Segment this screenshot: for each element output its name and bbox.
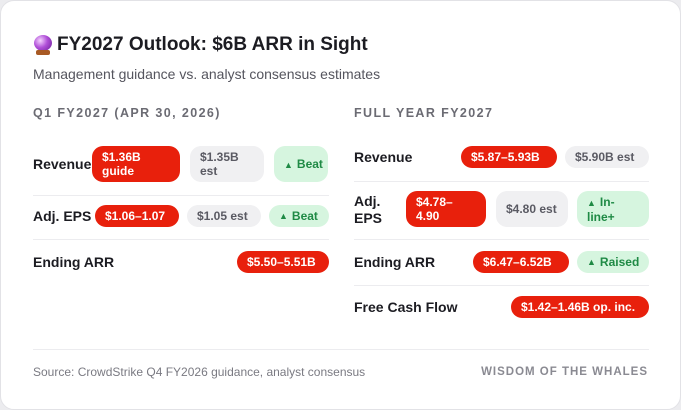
- q1-arr-label: Ending ARR: [33, 254, 115, 270]
- q1-revenue-status-text: Beat: [296, 156, 323, 171]
- triangle-up-icon: ▲: [587, 257, 596, 267]
- q1-eps-guide-pill: $1.06–1.07: [95, 205, 179, 227]
- q1-revenue-label: Revenue: [33, 156, 92, 172]
- q1-divider-2: [33, 239, 329, 240]
- fy-eps-est-pill: $4.80 est: [496, 191, 568, 227]
- q1-eps-status-text: Beat: [291, 209, 318, 223]
- fy-arr-label: Ending ARR: [354, 254, 436, 270]
- brand-label: WISDOM OF THE WHALES: [481, 366, 648, 378]
- triangle-up-icon: ▲: [587, 197, 596, 208]
- q1-revenue-guide-pill: $1.36B guide: [92, 146, 180, 182]
- q1-divider-1: [33, 195, 329, 196]
- q1-heading: Q1 FY2027 (APR 30, 2026): [33, 106, 221, 120]
- fy-eps-status-text: In-line+: [587, 194, 615, 224]
- fy-divider-1: [354, 181, 649, 182]
- triangle-up-icon: ▲: [279, 211, 288, 221]
- crystal-ball-icon: [33, 35, 53, 55]
- fy-divider-2: [354, 239, 649, 240]
- card-title-text: FY2027 Outlook: $6B ARR in Sight: [57, 34, 368, 55]
- q1-eps-est-pill: $1.05 est: [187, 205, 261, 227]
- fy-heading: FULL YEAR FY2027: [354, 106, 494, 120]
- fy-fcf-guide-pill: $1.42–1.46B op. inc.: [511, 296, 649, 318]
- fy-revenue-label: Revenue: [354, 149, 413, 165]
- fy-divider-3: [354, 285, 649, 286]
- source-note: Source: CrowdStrike Q4 FY2026 guidance, …: [33, 365, 366, 379]
- fy-fcf-label: Free Cash Flow: [354, 299, 458, 315]
- fy-eps-guide-pill: $4.78–4.90: [406, 191, 486, 227]
- fy-arr-status-text: Raised: [599, 255, 640, 269]
- fy-revenue-est-pill: $5.90B est: [565, 146, 649, 168]
- footer-divider: [33, 349, 649, 350]
- q1-arr-guide-pill: $5.50–5.51B: [237, 251, 329, 273]
- fy-eps-status-pill: ▲ In-line+: [577, 191, 649, 227]
- q1-revenue-status-pill: ▲ Beat: [274, 146, 328, 182]
- fy-arr-guide-pill: $6.47–6.52B: [473, 251, 569, 273]
- q1-eps-status-pill: ▲ Beat: [269, 205, 329, 227]
- card-subtitle: Management guidance vs. analyst consensu…: [33, 66, 381, 82]
- q1-eps-label: Adj. EPS: [33, 208, 92, 224]
- q1-revenue-est-pill: $1.35B est: [190, 146, 264, 182]
- fy-arr-status-pill: ▲ Raised: [577, 251, 649, 273]
- triangle-up-icon: ▲: [284, 159, 293, 170]
- card-title: FY2027 Outlook: $6B ARR in Sight: [33, 33, 368, 57]
- fy-revenue-guide-pill: $5.87–5.93B: [461, 146, 557, 168]
- fy-eps-label: Adj. EPS: [354, 193, 383, 226]
